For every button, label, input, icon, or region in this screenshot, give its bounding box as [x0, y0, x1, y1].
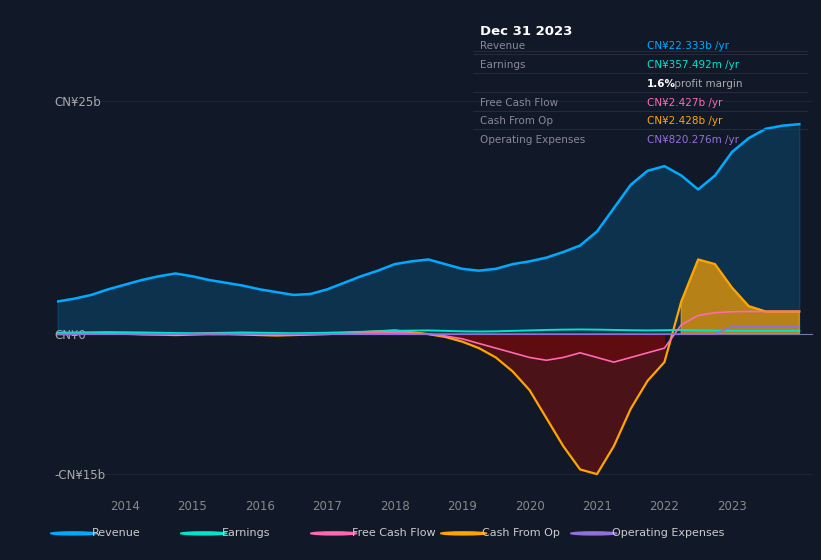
Text: CN¥357.492m /yr: CN¥357.492m /yr — [647, 60, 739, 70]
Text: 1.6%: 1.6% — [647, 79, 676, 89]
Text: profit margin: profit margin — [671, 79, 742, 89]
Text: Operating Expenses: Operating Expenses — [480, 135, 585, 145]
Text: Earnings: Earnings — [222, 529, 270, 538]
Text: CN¥820.276m /yr: CN¥820.276m /yr — [647, 135, 739, 145]
Circle shape — [310, 532, 357, 535]
Text: Earnings: Earnings — [480, 60, 525, 70]
Text: Revenue: Revenue — [92, 529, 140, 538]
Circle shape — [50, 532, 97, 535]
Text: Dec 31 2023: Dec 31 2023 — [480, 25, 572, 39]
Text: Cash From Op: Cash From Op — [482, 529, 560, 538]
Text: Revenue: Revenue — [480, 41, 525, 52]
Circle shape — [441, 532, 487, 535]
Text: Free Cash Flow: Free Cash Flow — [351, 529, 435, 538]
Text: Free Cash Flow: Free Cash Flow — [480, 97, 558, 108]
Text: CN¥2.428b /yr: CN¥2.428b /yr — [647, 116, 722, 127]
Text: CN¥22.333b /yr: CN¥22.333b /yr — [647, 41, 729, 52]
Text: Cash From Op: Cash From Op — [480, 116, 553, 127]
Circle shape — [571, 532, 617, 535]
Circle shape — [181, 532, 227, 535]
Text: Operating Expenses: Operating Expenses — [612, 529, 724, 538]
Text: CN¥2.427b /yr: CN¥2.427b /yr — [647, 97, 722, 108]
